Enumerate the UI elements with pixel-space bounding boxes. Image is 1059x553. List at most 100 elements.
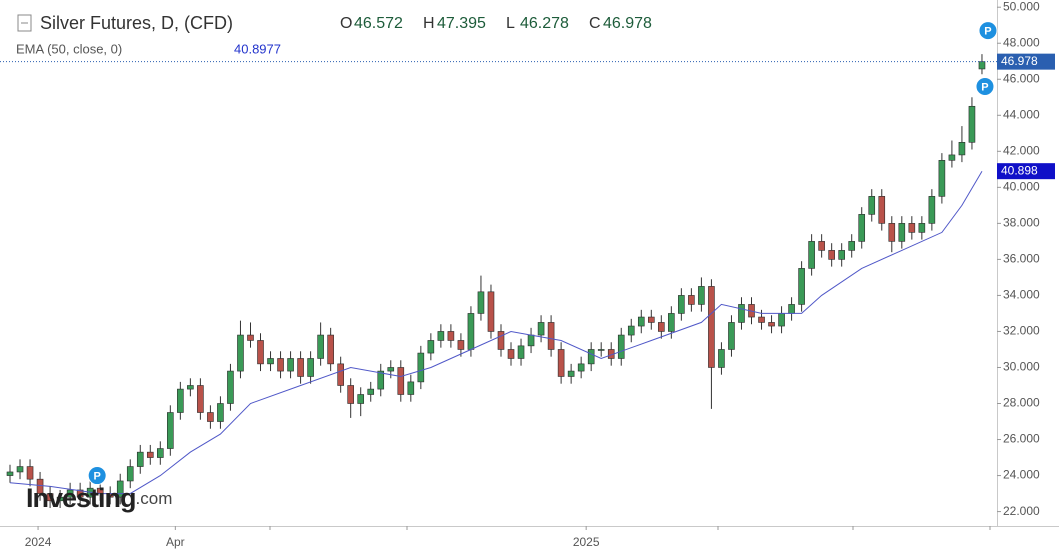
ohlc-value: 46.278 [520,15,569,32]
ohlc-legend: O 46.572 H 47.395 L 46.278 C 46.978 [340,15,652,32]
candle-body [798,268,805,305]
candle-body [66,489,74,498]
candle-body [678,295,685,314]
ema-legend: EMA (50, close, 0) [16,41,122,56]
chart-title: Silver Futures, D, (CFD) [40,13,233,33]
candle-body [948,154,956,161]
y-tick-label: 34.000 [1003,288,1040,302]
y-tick-label: 48.000 [1003,35,1040,49]
annotation-marker [87,466,107,486]
watermark-suffix: .com [136,489,173,508]
y-tick-label: 28.000 [1003,396,1040,410]
candle-body [838,250,845,260]
y-tick-label: 40.000 [1003,180,1040,194]
candle-body [708,286,715,368]
candle-body [567,370,575,377]
candle-body [858,214,866,242]
candle-body [247,334,254,341]
y-tick-label: 46.000 [1003,71,1040,85]
ema-tag-label: 40.898 [1001,163,1038,177]
candle-body [547,322,555,350]
axes: 22.000 24.000 26.000 28.000 30.000 32.000 34.0… [25,0,1055,549]
candle-body [317,334,324,359]
x-tick-label: 2024 [25,535,52,549]
y-tick-label: 44.000 [1003,107,1040,121]
candle-body [738,304,745,323]
candle-body [297,358,304,377]
candle-body [167,412,174,449]
candle-body [868,196,876,215]
candle-body [698,286,705,305]
candle-body [878,196,886,224]
candle-body [287,358,294,372]
y-tick-label: 42.000 [1003,143,1040,157]
candle-body [227,370,234,404]
candle-body [828,250,835,260]
candle-body [507,349,515,359]
candle-body [557,349,565,377]
ohlc-value: 46.978 [603,15,652,32]
ohlc-key: H [423,15,435,32]
candle-body [898,223,906,242]
annotation-label: P [94,470,101,482]
candle-body [647,316,655,323]
candle-body [387,367,395,372]
candle-body [768,322,775,327]
candle-body [187,385,194,390]
candle-body [197,385,204,413]
candle-body [908,223,916,233]
candle-body [487,291,495,332]
candle-body [517,345,525,359]
candle-body [587,349,595,365]
ohlc-key: O [340,15,352,32]
last-price-tag [997,53,1055,70]
ohlc-key: L [506,15,515,32]
y-tick-label: 30.000 [1003,360,1040,374]
candle-body [407,381,415,395]
candle-body [136,451,144,467]
candle-body [177,388,184,413]
last-price-label: 46.978 [1001,54,1038,68]
candle-body [36,478,44,494]
y-tick-label: 22.000 [1003,504,1040,518]
candle-body [347,385,354,404]
candle-body [978,61,986,70]
candle-body [367,388,375,395]
candle-body [958,142,966,156]
candle-body [277,358,284,372]
candle-body [918,223,926,233]
candle-body [808,241,815,269]
candle-body [577,363,585,372]
candle-body [477,291,485,314]
candle-body [467,313,475,350]
candle-body [537,322,545,336]
candle-body [527,334,535,347]
candle-body [26,466,34,480]
ema-legend-value: 40.8977 [234,41,281,56]
ohlc-key: C [589,15,601,32]
candle-body [617,334,625,359]
candle-body [788,304,795,314]
candle-body [658,322,665,332]
candle-body [728,322,735,350]
candle-body [968,105,976,143]
candle-body [357,394,365,404]
watermark-main: Investing [26,483,136,513]
candle-body [207,412,214,422]
annotation-marker [975,76,995,96]
candle-body [888,223,896,242]
candle-body [397,367,405,395]
y-tick-label: 26.000 [1003,432,1040,446]
candle-body [217,403,224,422]
candle-body [307,358,314,377]
candle-body [457,340,465,350]
candle-body [417,352,425,383]
candle-body [427,340,435,354]
candle-body [447,331,455,341]
candle-body [126,466,134,482]
ohlc-value: 47.395 [437,15,486,32]
candle-body [688,295,695,305]
candle-body [6,471,14,476]
candle-body [758,316,765,323]
ohlc-value: 46.572 [354,15,403,32]
